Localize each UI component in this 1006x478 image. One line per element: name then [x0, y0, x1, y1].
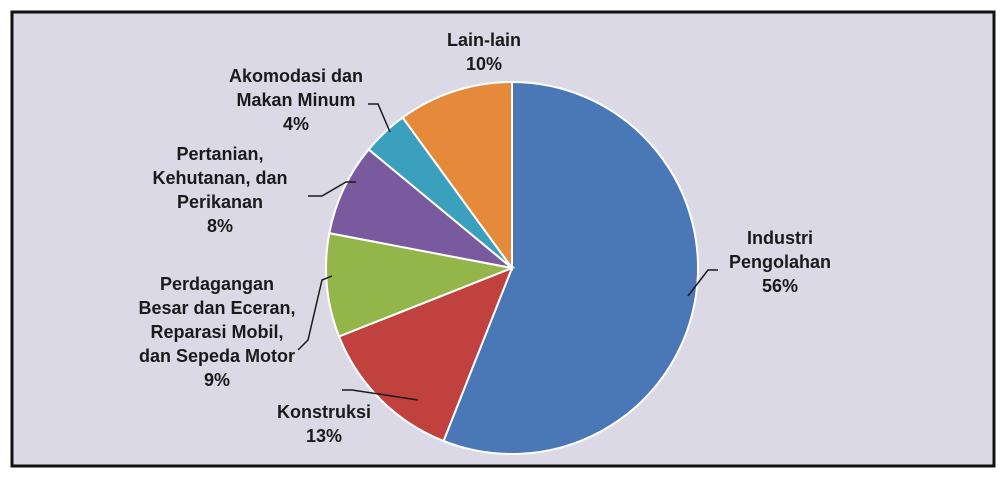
slice-category-label: Pertanian, [176, 144, 263, 164]
leader-line-1 [687, 269, 718, 297]
pie-slice-4 [328, 148, 513, 269]
slice-value-label: 4% [283, 114, 309, 134]
pie-slice-6 [401, 80, 513, 272]
pie-slice-1 [442, 80, 699, 455]
leader-line-2 [342, 389, 419, 401]
slice-category-label: Lain-lain [447, 30, 521, 50]
leader-line-5 [368, 103, 391, 133]
slice-category-label: Makan Minum [236, 90, 355, 110]
slice-value-label: 13% [306, 426, 342, 446]
slice-category-label: Pengolahan [729, 252, 831, 272]
slice-category-label: dan Sepeda Motor [139, 346, 295, 366]
slice-category-label: Konstruksi [277, 402, 371, 422]
pie-slice-3 [325, 231, 516, 338]
slice-label-1: Industri Pengolahan 56% [729, 228, 831, 296]
leader-lines [297, 103, 718, 401]
slice-category-label: Perikanan [177, 192, 263, 212]
slice-value-label: 9% [204, 370, 230, 390]
slice-label-4: Pertanian, Kehutanan, dan Perikanan 8% [152, 144, 287, 236]
leader-line-3 [297, 275, 333, 351]
pie-slices [325, 80, 699, 455]
slice-label-2: Konstruksi 13% [277, 402, 371, 446]
slice-category-label: Akomodasi dan [229, 66, 363, 86]
slice-label-3: Perdagangan Besar dan Eceran, Reparasi Mob… [138, 274, 295, 390]
slice-category-label: Reparasi Mobil, [150, 322, 283, 342]
slice-category-label: Industri [747, 228, 813, 248]
slice-category-label: Besar dan Eceran, [138, 298, 295, 318]
leader-line-4 [308, 181, 356, 197]
slice-label-6: Lain-lain 10% [447, 30, 521, 74]
slice-value-label: 56% [762, 276, 798, 296]
pie-slice-2 [337, 266, 514, 443]
slice-category-label: Perdagangan [160, 274, 274, 294]
slice-value-label: 8% [207, 216, 233, 236]
slice-labels: Industri Pengolahan 56% Konstruksi 13% Perdag… [138, 30, 831, 446]
slice-value-label: 10% [466, 54, 502, 74]
slice-label-5: Akomodasi dan Makan Minum 4% [229, 66, 363, 134]
slice-category-label: Kehutanan, dan [152, 168, 287, 188]
